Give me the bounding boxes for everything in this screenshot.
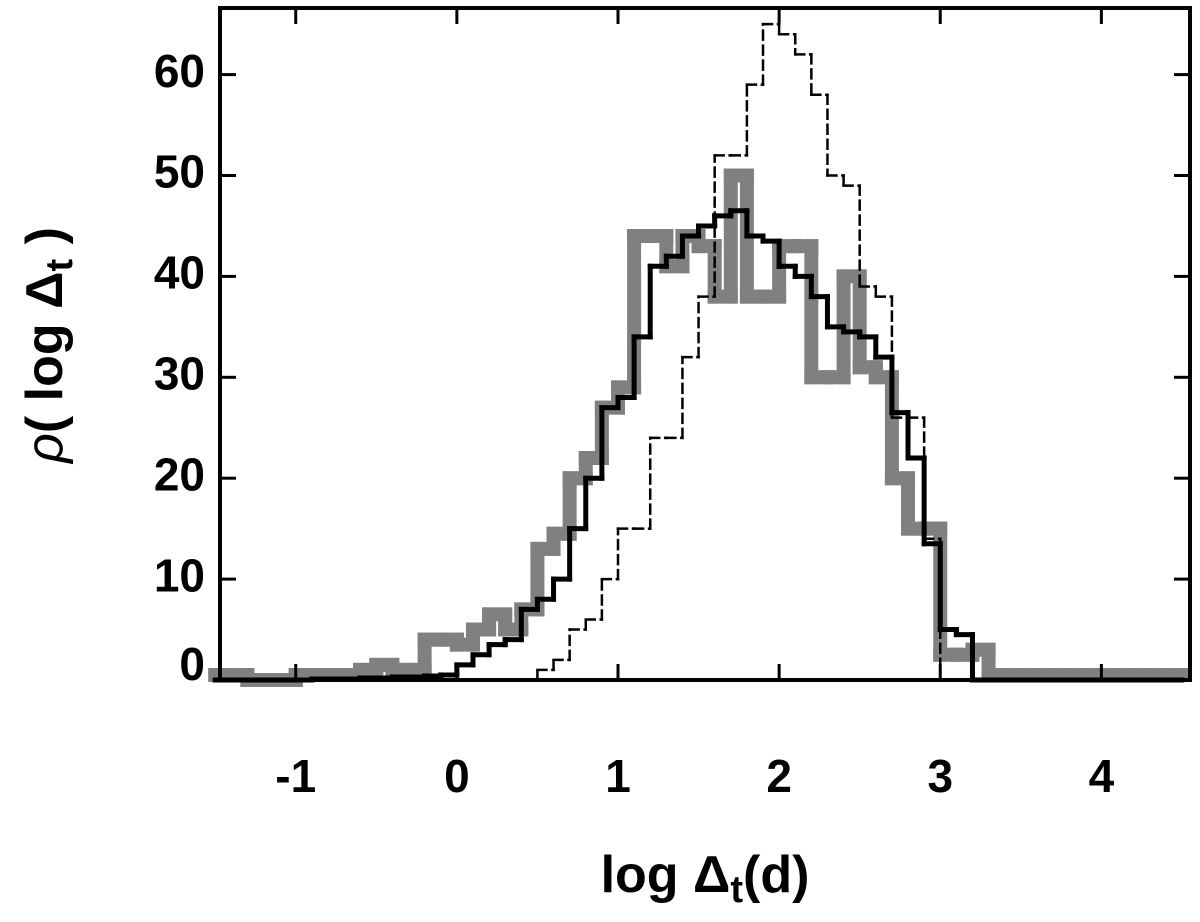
y-label-sub: t	[39, 259, 81, 272]
plot-layer	[208, 22, 1189, 687]
y-tick-label: 40	[154, 247, 205, 299]
x-label-sub: t	[730, 869, 743, 911]
histogram-series	[208, 168, 1189, 687]
histogram-series	[213, 22, 1184, 682]
y-tick-label: 50	[154, 146, 205, 198]
x-axis-label: log Δt(d)	[601, 846, 810, 911]
x-tick-label: 1	[605, 750, 631, 802]
y-tick-label: 20	[154, 448, 205, 500]
y-label-symbol: ρ	[16, 433, 74, 465]
y-label-end: )	[16, 227, 74, 259]
y-label-main: ( log Δ	[16, 272, 74, 434]
x-tick-label: 2	[766, 750, 792, 802]
y-tick-label: 10	[154, 549, 205, 601]
plot-frame	[218, 6, 1192, 682]
x-label-end: (d)	[743, 846, 809, 904]
x-tick-label: 0	[444, 750, 470, 802]
x-tick-label: 3	[927, 750, 953, 802]
x-tick-label: 4	[1089, 750, 1115, 802]
x-tick-label: -1	[275, 750, 316, 802]
y-tick-label: 60	[154, 45, 205, 97]
y-axis-label: ρ( log Δt )	[16, 227, 81, 465]
y-tick-label: 0	[179, 638, 205, 690]
histogram-series	[212, 208, 1185, 683]
x-label-main: log Δ	[601, 846, 731, 904]
y-tick-label: 30	[154, 347, 205, 399]
